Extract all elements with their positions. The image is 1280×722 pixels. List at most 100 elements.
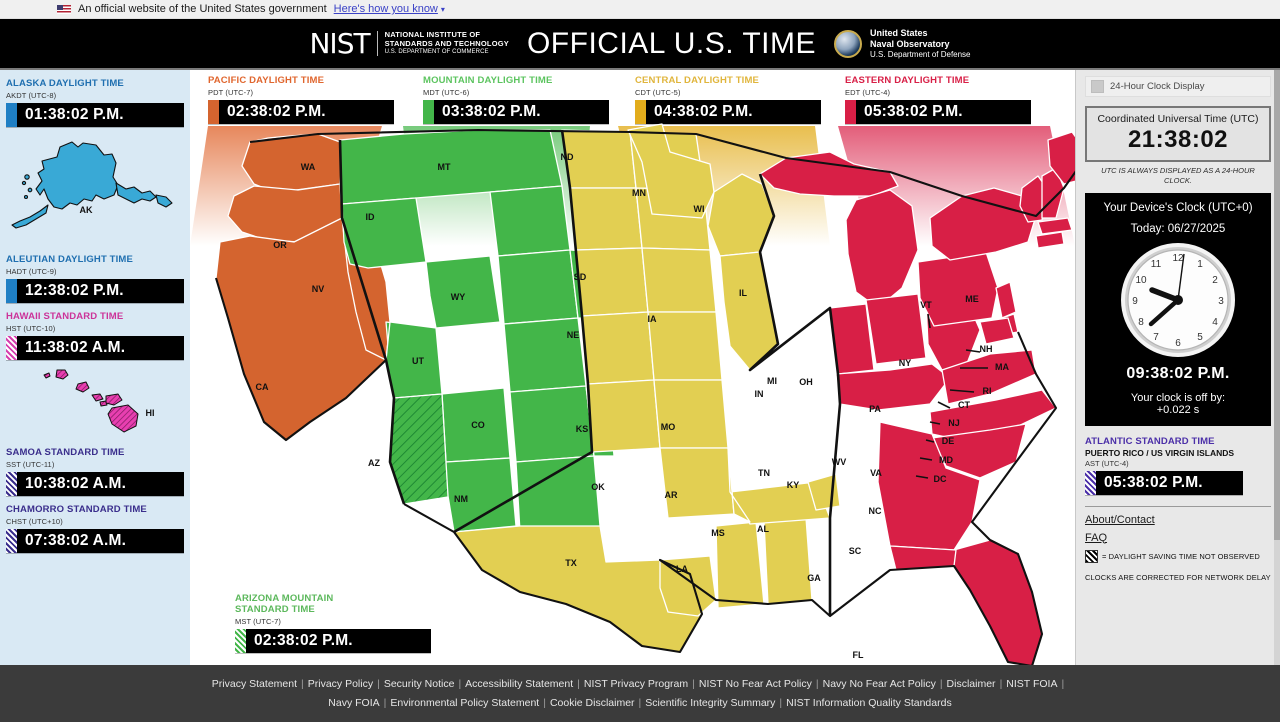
zone-color-swatch-hatched: [1085, 470, 1096, 495]
state-label-nc: NC: [869, 506, 882, 516]
footer-link[interactable]: Security Notice: [383, 678, 455, 690]
footer-link[interactable]: Privacy Policy: [307, 678, 374, 690]
footer-link[interactable]: Disclaimer: [946, 678, 996, 690]
state-label-de: DE: [942, 436, 955, 446]
zone-abbr: HADT (UTC-9): [6, 266, 57, 276]
footer-link[interactable]: NIST Privacy Program: [583, 678, 689, 690]
svg-text:3: 3: [1218, 296, 1224, 307]
usno-logo[interactable]: United States Naval Observatory U.S. Dep…: [834, 28, 971, 60]
footer-link[interactable]: Environmental Policy Statement: [390, 697, 540, 710]
state-label-ne: NE: [567, 330, 580, 340]
dst-legend-text: = DAYLIGHT SAVING TIME NOT OBSERVED: [1102, 551, 1260, 561]
device-time: 09:38:02 P.M.: [1126, 364, 1230, 382]
state-label-wv: WV: [832, 457, 847, 467]
zone-block-aleutian: ALEUTIAN DAYLIGHT TIME HADT (UTC-9) 12:3…: [0, 254, 190, 303]
zone-color-swatch-hatched: [6, 528, 17, 553]
footer-link[interactable]: Navy No Fear Act Policy: [822, 678, 936, 690]
nist-logo[interactable]: NIST NATIONAL INSTITUTE OF STANDARDS AND…: [309, 27, 508, 60]
state-label-nj: NJ: [948, 418, 960, 428]
state-label-sc: SC: [849, 546, 862, 556]
svg-text:12: 12: [1172, 253, 1184, 264]
24-hour-clock-toggle[interactable]: 24-Hour Clock Display: [1085, 76, 1271, 97]
state-label-mi: MI: [767, 376, 777, 386]
footer-link[interactable]: Scientific Integrity Summary: [645, 697, 776, 710]
state-label-mn: MN: [632, 188, 646, 198]
atlantic-abbr: AST (UTC-4): [1085, 458, 1129, 468]
footer-row-2: Navy FOIA | Environmental Policy Statement…: [328, 697, 952, 710]
zone-time: 02:38:02 P.M.: [254, 631, 353, 649]
main-content: ALASKA DAYLIGHT TIME AKDT (UTC-8) 01:38:…: [0, 70, 1280, 665]
zone-region-pacific: [215, 133, 391, 441]
zone-abbr: MDT (UTC-6): [423, 87, 470, 97]
state-label-ms: MS: [711, 528, 725, 538]
scrollbar-thumb[interactable]: [1274, 70, 1280, 540]
nist-tagline-line2: STANDARDS AND TECHNOLOGY: [384, 38, 509, 48]
zone-color-swatch-hatched: [235, 628, 246, 653]
state-label-sd: SD: [574, 272, 587, 282]
zone-clock-aleutian: 12:38:02 P.M.: [6, 278, 184, 303]
zone-color-swatch: [845, 99, 856, 124]
zone-clock-central: 04:38:02 P.M.: [635, 99, 821, 124]
left-sidebar: ALASKA DAYLIGHT TIME AKDT (UTC-8) 01:38:…: [0, 70, 190, 665]
zone-name: CENTRAL DAYLIGHT TIME: [635, 75, 760, 86]
svg-text:7: 7: [1153, 332, 1159, 343]
device-clock-panel: Your Device's Clock (UTC+0) Today: 06/27…: [1085, 192, 1271, 426]
heres-how-you-know-link[interactable]: Here's how you know: [333, 3, 438, 15]
zone-name: ALASKA DAYLIGHT TIME: [6, 78, 124, 89]
zone-block-chamorro: CHAMORRO STANDARD TIME CHST (UTC+10) 07:…: [0, 504, 190, 553]
footer-link[interactable]: Accessibility Statement: [465, 678, 574, 690]
clock-offset-label: Your clock is off by:: [1130, 391, 1226, 404]
device-clock-title: Your Device's Clock (UTC+0): [1103, 201, 1253, 214]
zone-abbr: PDT (UTC-7): [208, 87, 254, 97]
gov-banner: An official website of the United States…: [0, 0, 1280, 19]
state-label-dc: DC: [934, 474, 947, 484]
state-label-fl: FL: [853, 650, 864, 660]
zone-name: HAWAII STANDARD TIME: [6, 310, 124, 322]
zone-abbr: EDT (UTC-4): [845, 87, 891, 97]
zone-time: 05:38:02 P.M.: [864, 102, 963, 120]
state-label-ga: GA: [807, 573, 821, 583]
hawaii-map[interactable]: HI: [0, 364, 190, 446]
us-timezone-map[interactable]: WA OR CA NV ID MT WY UT CO AZ NM ND SD N…: [190, 122, 1075, 665]
zone-header-eastern: EASTERN DAYLIGHT TIME EDT (UTC-4) 05:38:…: [845, 75, 1031, 124]
zone-time: 11:38:02 A.M.: [25, 338, 126, 356]
state-label-ct: CT: [958, 400, 970, 410]
usno-line2: Naval Observatory: [870, 38, 950, 49]
zone-header-mountain: MOUNTAIN DAYLIGHT TIME MDT (UTC-6) 03:38…: [423, 75, 609, 124]
footer-link[interactable]: Navy FOIA: [328, 697, 380, 710]
zone-time: 05:38:02 P.M.: [1104, 473, 1203, 491]
alaska-map[interactable]: AK: [0, 133, 190, 251]
footer-link[interactable]: NIST No Fear Act Policy: [698, 678, 812, 690]
analog-clock: 12 1 2 3 4 5 6 7 8 9 10 11: [1120, 242, 1236, 358]
chevron-down-icon[interactable]: ▾: [440, 4, 445, 14]
arizona-name-line2: STANDARD TIME: [235, 603, 315, 615]
faq-link[interactable]: FAQ: [1085, 531, 1108, 544]
svg-text:2: 2: [1212, 275, 1218, 286]
zone-abbr: AKDT (UTC-8): [6, 90, 57, 100]
atlantic-sub: PUERTO RICO / US VIRGIN ISLANDS: [1085, 447, 1235, 458]
atlantic-name: ATLANTIC STANDARD TIME: [1085, 435, 1215, 447]
checkbox-icon[interactable]: [1091, 80, 1104, 93]
state-label-oh: OH: [799, 377, 813, 387]
zone-color-swatch: [6, 278, 17, 303]
state-label-tx: TX: [565, 558, 577, 568]
zone-abbr: CHST (UTC+10): [6, 516, 63, 526]
hatch-swatch-icon: [1085, 549, 1098, 563]
zone-color-swatch-hatched: [6, 471, 17, 496]
site-header: NIST NATIONAL INSTITUTE OF STANDARDS AND…: [0, 19, 1280, 70]
scrollbar-track[interactable]: [1274, 70, 1280, 665]
state-label-mt: MT: [438, 162, 451, 172]
zone-block-atlantic: ATLANTIC STANDARD TIME PUERTO RICO / US …: [1085, 436, 1271, 495]
state-label-nv: NV: [312, 284, 325, 294]
nist-tagline: NATIONAL INSTITUTE OF STANDARDS AND TECH…: [376, 30, 509, 56]
state-label-il: IL: [739, 288, 748, 298]
about-contact-link[interactable]: About/Contact: [1085, 513, 1155, 526]
state-label-co: CO: [471, 420, 485, 430]
zone-clock-arizona: 02:38:02 P.M.: [235, 628, 431, 653]
footer-link[interactable]: NIST FOIA: [1006, 678, 1058, 690]
footer-link[interactable]: NIST Information Quality Standards: [786, 697, 952, 710]
footer-link[interactable]: Cookie Disclaimer: [549, 697, 635, 710]
state-label-la: LA: [676, 564, 688, 574]
footer-link[interactable]: Privacy Statement: [211, 678, 297, 690]
state-label-va: VA: [870, 468, 882, 478]
